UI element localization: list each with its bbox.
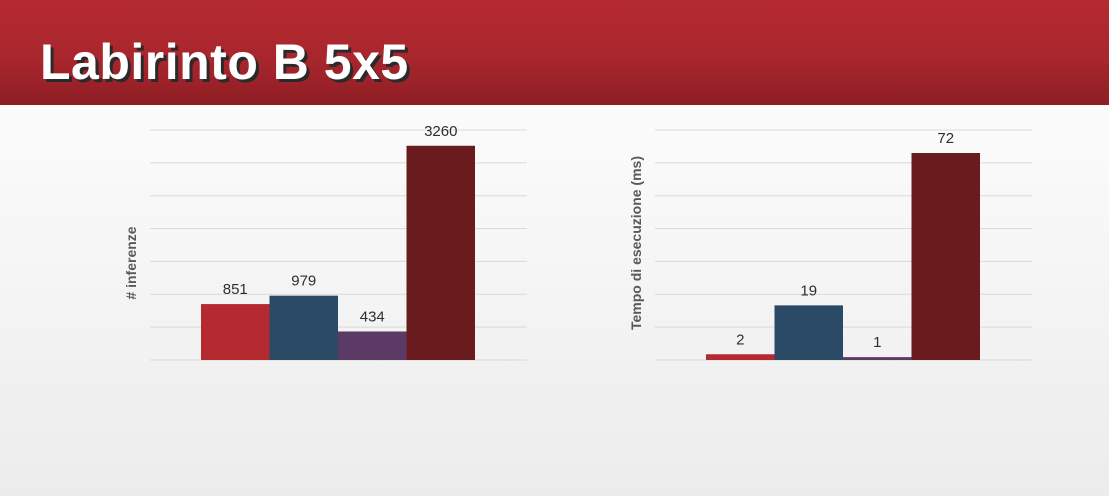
data-labels: 851 979 434 3260 <box>223 123 458 326</box>
bar <box>338 331 407 360</box>
bar <box>843 357 912 360</box>
y-axis-label: Tempo di esecuzione (ms) <box>628 156 644 330</box>
data-label: 72 <box>937 130 954 147</box>
bar <box>269 295 338 360</box>
data-labels: 2 19 1 72 <box>736 130 954 351</box>
slide-header: Labirinto B 5x5 <box>0 0 1109 105</box>
data-label: 434 <box>360 308 385 325</box>
y-axis-label: # inferenze <box>123 226 139 299</box>
data-label: 979 <box>291 273 316 290</box>
bar <box>911 153 980 360</box>
data-label: 3260 <box>424 123 457 140</box>
data-label: 2 <box>736 331 744 348</box>
slide-title: Labirinto B 5x5 <box>40 34 409 90</box>
chart-execution-time: 2 19 1 72 Tempo di esecuzione (ms) <box>628 129 1032 361</box>
bar <box>706 354 775 360</box>
bars <box>201 145 475 360</box>
data-label: 1 <box>873 334 881 351</box>
bar <box>774 305 843 360</box>
bar <box>406 145 475 360</box>
bar <box>201 304 270 360</box>
data-label: 851 <box>223 281 248 298</box>
data-label: 19 <box>800 282 817 299</box>
chart-inferences: 851 979 434 3260 # inferenze <box>123 123 527 361</box>
bars <box>706 153 980 360</box>
